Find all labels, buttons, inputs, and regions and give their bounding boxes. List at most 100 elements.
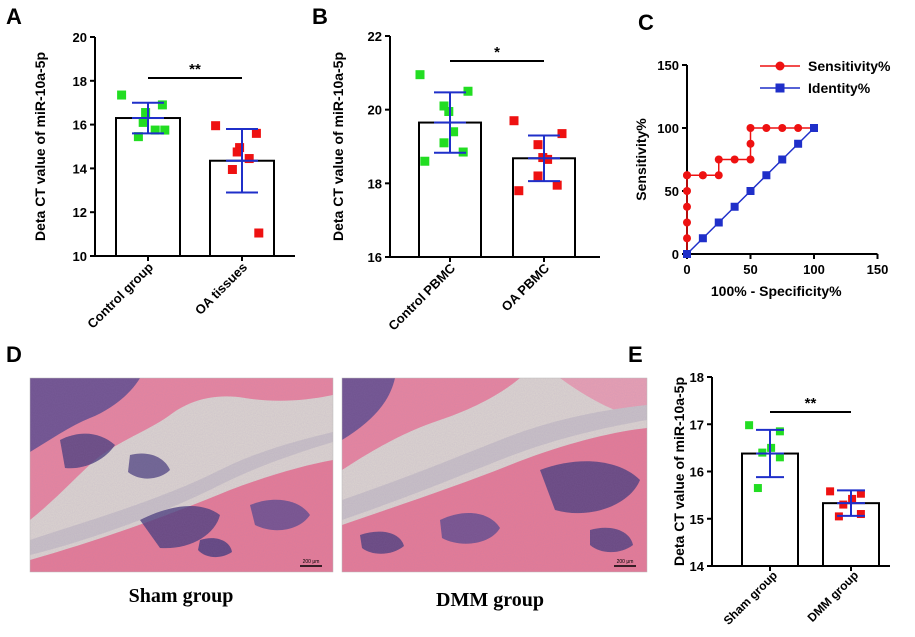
chart-b-point bbox=[415, 70, 425, 80]
chart-a-point bbox=[141, 108, 151, 118]
chart-b: Deta CT value of miR-10a-5p 16 18 20 22 Cont… bbox=[330, 29, 600, 333]
chart-e-ylabel: Deta CT value of miR-10a-5p bbox=[671, 377, 687, 566]
chart-b-ylabel: Deta CT value of miR-10a-5p bbox=[330, 52, 346, 241]
chart-c-xtick-label: 50 bbox=[743, 262, 757, 277]
chart-e-point bbox=[856, 510, 865, 519]
chart-c: Sensitivity% 100% - Specificity% Sensiti… bbox=[633, 58, 891, 299]
chart-a-point bbox=[251, 128, 261, 138]
chart-e-point bbox=[826, 487, 835, 496]
chart-e-point bbox=[848, 494, 857, 503]
chart-c-point-sensitivity bbox=[683, 234, 691, 243]
chart-e-point bbox=[839, 500, 848, 509]
panel-letter-d: D bbox=[6, 342, 22, 367]
chart-b-category-label: Control PBMC bbox=[385, 260, 458, 333]
chart-c-legend: Sensitivity% Identity% bbox=[760, 58, 891, 96]
chart-a-point bbox=[227, 164, 237, 174]
chart-e-ytick-label: 14 bbox=[690, 559, 705, 574]
chart-b-point bbox=[533, 140, 543, 150]
chart-b-category-label: OA PBMC bbox=[498, 260, 552, 314]
chart-c-ylabel: Sensitivity% bbox=[633, 118, 649, 201]
histology-panel: 200 μm 200 μm Sham group DMM group bbox=[29, 377, 648, 611]
chart-a-category-label: OA tissues bbox=[192, 260, 250, 318]
panel-letter-a: A bbox=[6, 4, 22, 29]
legend-marker-sensitivity bbox=[775, 61, 785, 71]
chart-c-point-sensitivity bbox=[794, 124, 803, 132]
panel-letter-b: B bbox=[312, 4, 328, 29]
chart-c-point-sensitivity bbox=[762, 124, 771, 132]
chart-b-ytick-label: 16 bbox=[368, 250, 382, 265]
chart-b-ytick-label: 18 bbox=[368, 176, 382, 191]
chart-c-xtick-label: 0 bbox=[683, 262, 690, 277]
chart-b-point bbox=[557, 129, 567, 139]
chart-b-point bbox=[444, 107, 454, 117]
chart-a-point bbox=[254, 228, 264, 238]
chart-a-point bbox=[211, 121, 221, 131]
legend-label-identity: Identity% bbox=[808, 80, 871, 96]
chart-c-point-identity bbox=[762, 171, 771, 180]
chart-c-xtick-label: 150 bbox=[867, 262, 889, 277]
chart-b-point bbox=[439, 101, 449, 111]
chart-b-point bbox=[533, 171, 543, 181]
chart-a-ytick-label: 18 bbox=[73, 74, 87, 89]
scale-bar-label-sham: 200 μm bbox=[303, 559, 320, 565]
chart-e-significance-label: ** bbox=[805, 395, 817, 412]
chart-e-category-label: DMM group bbox=[805, 568, 862, 625]
chart-b-ytick-label: 22 bbox=[368, 29, 382, 44]
panel-letter-c: C bbox=[638, 10, 654, 35]
chart-a-ytick-label: 14 bbox=[73, 161, 88, 176]
caption-sham-group: Sham group bbox=[129, 585, 234, 607]
chart-b-point bbox=[449, 127, 459, 137]
chart-a-bar bbox=[115, 117, 181, 257]
chart-a-category-label: Control group bbox=[84, 259, 156, 331]
chart-a-ytick-label: 16 bbox=[73, 118, 87, 133]
chart-e-category-label: Sham group bbox=[721, 568, 780, 627]
chart-c-point-sensitivity bbox=[683, 202, 691, 211]
chart-c-point-identity bbox=[810, 124, 818, 132]
chart-b-ytick-label: 20 bbox=[368, 103, 382, 118]
chart-e-ytick-label: 16 bbox=[690, 465, 704, 480]
chart-e-point bbox=[775, 453, 784, 462]
chart-a-point bbox=[157, 100, 167, 110]
chart-b-point bbox=[514, 186, 524, 196]
chart-c-point-identity bbox=[698, 234, 707, 243]
chart-c-point-sensitivity bbox=[683, 218, 691, 227]
chart-c-point-sensitivity bbox=[746, 124, 755, 132]
chart-a-point bbox=[133, 132, 143, 142]
chart-b-point bbox=[509, 116, 519, 126]
histology-image-sham: 200 μm bbox=[29, 377, 334, 573]
chart-a-ylabel: Deta CT value of miR-10a-5p bbox=[32, 52, 48, 241]
chart-a: Deta CT value of miR-10a-5p 10 12 14 16 18 20… bbox=[32, 30, 295, 331]
chart-e-ytick-label: 18 bbox=[690, 370, 704, 385]
chart-c-ytick-label: 50 bbox=[665, 184, 679, 199]
chart-e-point bbox=[767, 443, 776, 452]
chart-e-ytick-label: 15 bbox=[690, 512, 704, 527]
chart-c-point-sensitivity bbox=[730, 155, 739, 164]
chart-a-point bbox=[232, 147, 242, 157]
chart-a-point bbox=[138, 117, 148, 127]
panel-letter-e: E bbox=[628, 342, 643, 367]
chart-c-point-sensitivity bbox=[683, 171, 691, 180]
scale-bar-label-dmm: 200 μm bbox=[617, 559, 634, 565]
chart-e: Deta CT value of miR-10a-5p 14 15 16 17 18 Sh… bbox=[671, 370, 890, 628]
chart-b-significance-label: * bbox=[494, 44, 500, 61]
chart-c-point-identity bbox=[730, 202, 739, 211]
histology-image-dmm: 200 μm bbox=[341, 377, 648, 573]
chart-a-point bbox=[160, 125, 170, 135]
chart-c-point-sensitivity bbox=[746, 139, 755, 148]
chart-c-ytick-label: 100 bbox=[657, 121, 679, 136]
chart-b-point bbox=[439, 138, 449, 148]
chart-c-point-identity bbox=[794, 139, 803, 148]
chart-a-point bbox=[117, 90, 127, 100]
chart-e-point bbox=[753, 484, 762, 493]
chart-c-ytick-label: 0 bbox=[672, 247, 679, 262]
caption-dmm-group: DMM group bbox=[436, 589, 544, 611]
chart-c-ytick-label: 150 bbox=[657, 58, 679, 73]
chart-e-point bbox=[775, 427, 784, 436]
chart-c-point-sensitivity bbox=[698, 171, 707, 180]
chart-a-ytick-label: 12 bbox=[73, 205, 87, 220]
chart-a-significance-label: ** bbox=[189, 61, 201, 78]
legend-marker-identity bbox=[775, 83, 785, 93]
chart-b-point bbox=[552, 180, 562, 190]
chart-b-point bbox=[543, 154, 553, 164]
